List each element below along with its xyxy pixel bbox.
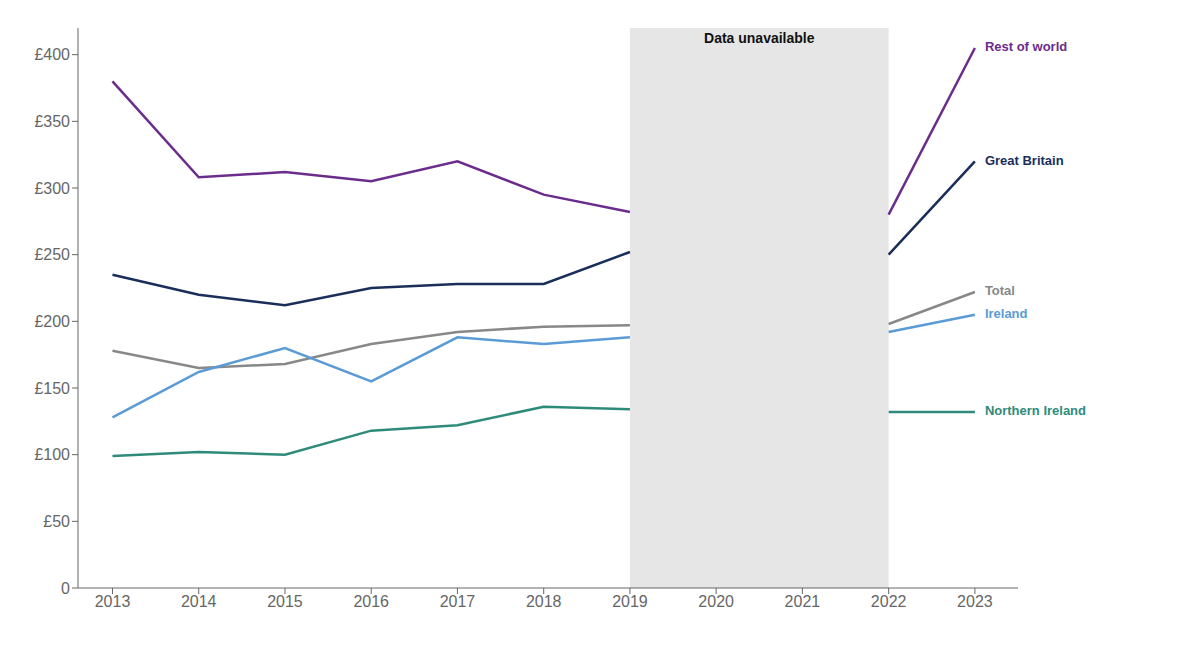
svg-text:2013: 2013 (95, 593, 131, 610)
svg-text:2022: 2022 (871, 593, 907, 610)
svg-text:2019: 2019 (612, 593, 648, 610)
svg-text:£400: £400 (34, 46, 70, 63)
svg-text:£200: £200 (34, 313, 70, 330)
svg-text:Northern Ireland: Northern Ireland (985, 403, 1086, 418)
svg-text:2021: 2021 (785, 593, 821, 610)
svg-text:2020: 2020 (698, 593, 734, 610)
svg-text:2016: 2016 (353, 593, 389, 610)
svg-text:2015: 2015 (267, 593, 303, 610)
svg-text:2023: 2023 (957, 593, 993, 610)
svg-text:£300: £300 (34, 180, 70, 197)
svg-text:£250: £250 (34, 246, 70, 263)
svg-text:2018: 2018 (526, 593, 562, 610)
svg-text:2014: 2014 (181, 593, 217, 610)
svg-text:Data unavailable: Data unavailable (704, 30, 815, 46)
svg-text:£350: £350 (34, 113, 70, 130)
svg-text:2017: 2017 (440, 593, 476, 610)
svg-text:Rest of world: Rest of world (985, 39, 1067, 54)
svg-text:£150: £150 (34, 380, 70, 397)
svg-text:£50: £50 (43, 513, 70, 530)
svg-text:Great Britain: Great Britain (985, 153, 1064, 168)
svg-text:Total: Total (985, 283, 1015, 298)
svg-text:Ireland: Ireland (985, 306, 1028, 321)
svg-text:£100: £100 (34, 446, 70, 463)
svg-text:0: 0 (61, 580, 70, 597)
